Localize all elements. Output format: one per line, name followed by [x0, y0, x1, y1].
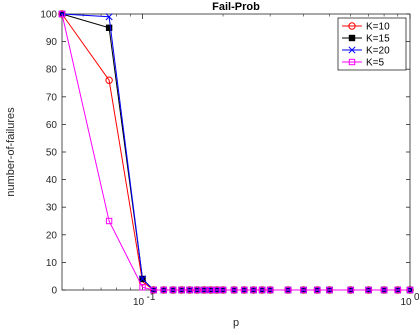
x-tick-label-exp: -1	[147, 292, 156, 303]
data-point-k5	[380, 286, 388, 294]
data-point-k5	[394, 286, 401, 294]
y-axis-label: number-of-failures	[5, 107, 17, 197]
data-point-k15	[105, 24, 113, 32]
data-point-k5	[213, 286, 221, 294]
data-point-k5	[266, 286, 274, 294]
legend-label-k15: K=15	[366, 34, 390, 45]
y-tick-label: 10	[46, 258, 58, 269]
data-point-k5	[58, 10, 66, 18]
y-tick-label: 70	[46, 92, 58, 103]
chart-title: Fail-Prob	[212, 1, 260, 13]
y-tick-label: 90	[46, 37, 58, 48]
legend-label-k20: K=20	[366, 46, 390, 57]
y-tick-label: 20	[46, 230, 58, 241]
y-tick-label: 100	[40, 10, 57, 21]
y-tick-label: 80	[46, 65, 58, 76]
legend-marker-k5	[348, 58, 356, 66]
data-point-k20	[105, 13, 113, 21]
legend-label-k10: K=10	[366, 22, 390, 33]
data-point-k5	[105, 217, 113, 225]
data-point-k5	[186, 286, 193, 294]
data-point-k5	[139, 284, 146, 291]
data-point-k5	[169, 286, 177, 294]
data-point-k5	[219, 286, 227, 294]
series-layer	[58, 10, 414, 294]
y-tick-label: 60	[46, 120, 58, 131]
y-tick-label: 0	[51, 286, 57, 297]
legend-marker-k10	[348, 22, 356, 30]
data-point-k5	[250, 286, 257, 294]
legend-label-k5: K=5	[366, 58, 385, 69]
data-point-k5	[150, 286, 157, 294]
legend-marker-k20	[348, 46, 356, 54]
legend-marker-k15	[348, 34, 356, 42]
x-tick-label-base: 10	[133, 297, 145, 308]
x-tick-label-exp: 0	[414, 292, 419, 303]
data-point-k5	[300, 286, 307, 294]
data-point-k5	[406, 286, 414, 294]
data-point-k10	[105, 76, 113, 84]
y-tick-label: 40	[46, 175, 58, 186]
x-tick-label-base: 10	[400, 297, 412, 308]
data-point-k5	[193, 286, 201, 294]
data-point-k20	[138, 275, 147, 283]
data-point-k5	[258, 286, 266, 294]
series-k5	[58, 10, 414, 294]
data-point-k5	[284, 286, 292, 294]
x-axis-label: p	[233, 317, 239, 329]
data-point-k5	[178, 286, 185, 294]
data-point-k5	[160, 286, 167, 294]
data-point-k5	[326, 286, 333, 294]
data-point-k5	[314, 286, 321, 294]
data-point-k5	[230, 286, 238, 294]
data-point-k5	[207, 286, 215, 294]
y-tick-label: 50	[46, 148, 58, 159]
y-tick-label: 30	[46, 203, 58, 214]
data-point-k5	[347, 286, 354, 294]
data-point-k5	[365, 286, 372, 294]
data-point-k5	[241, 286, 248, 294]
data-point-k5	[200, 286, 208, 294]
legend: K=10K=15K=20K=5	[337, 17, 407, 71]
